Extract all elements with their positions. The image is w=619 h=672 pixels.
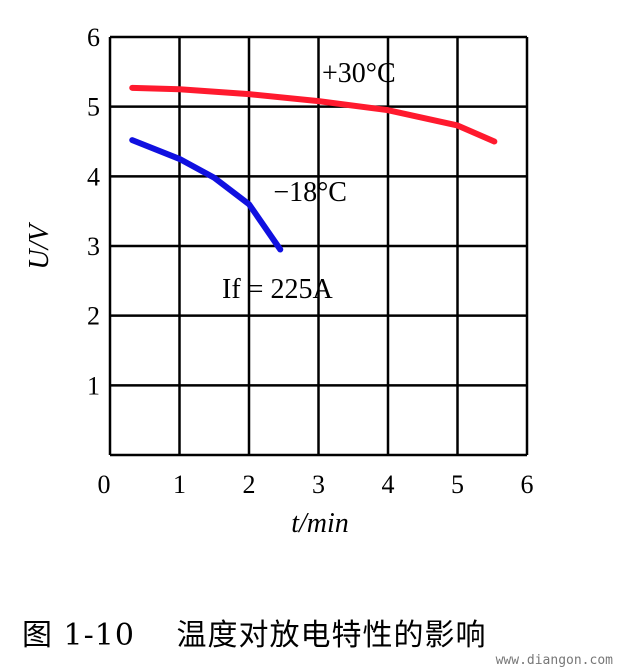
series-label-minus18: −18°C	[273, 177, 347, 208]
x-tick-label: 2	[243, 470, 256, 499]
series-line-plus30	[129, 84, 498, 145]
x-tick-label: 0	[98, 470, 111, 499]
x-tick-label: 5	[451, 470, 464, 499]
figure-caption: 图 1-10 温度对放电特性的影响	[22, 618, 487, 653]
series-line-minus18	[129, 137, 284, 253]
x-axis-label: t/min	[291, 508, 349, 539]
y-tick-label: 3	[87, 232, 100, 261]
y-tick-label: 2	[87, 302, 100, 331]
y-tick-label: 6	[87, 23, 100, 52]
y-tick-label: 4	[87, 162, 100, 191]
x-tick-label: 6	[521, 470, 534, 499]
x-tick-label: 4	[382, 470, 395, 499]
watermark: www.diangon.com	[495, 653, 613, 668]
y-tick-label: 5	[87, 93, 100, 122]
series-label-plus30: +30°C	[322, 58, 396, 89]
y-tick-label: 1	[87, 371, 100, 400]
x-tick-label: 3	[312, 470, 325, 499]
x-tick-label: 1	[173, 470, 186, 499]
current-annotation: If = 225A	[222, 274, 333, 305]
y-axis-label: U/V	[24, 224, 55, 270]
